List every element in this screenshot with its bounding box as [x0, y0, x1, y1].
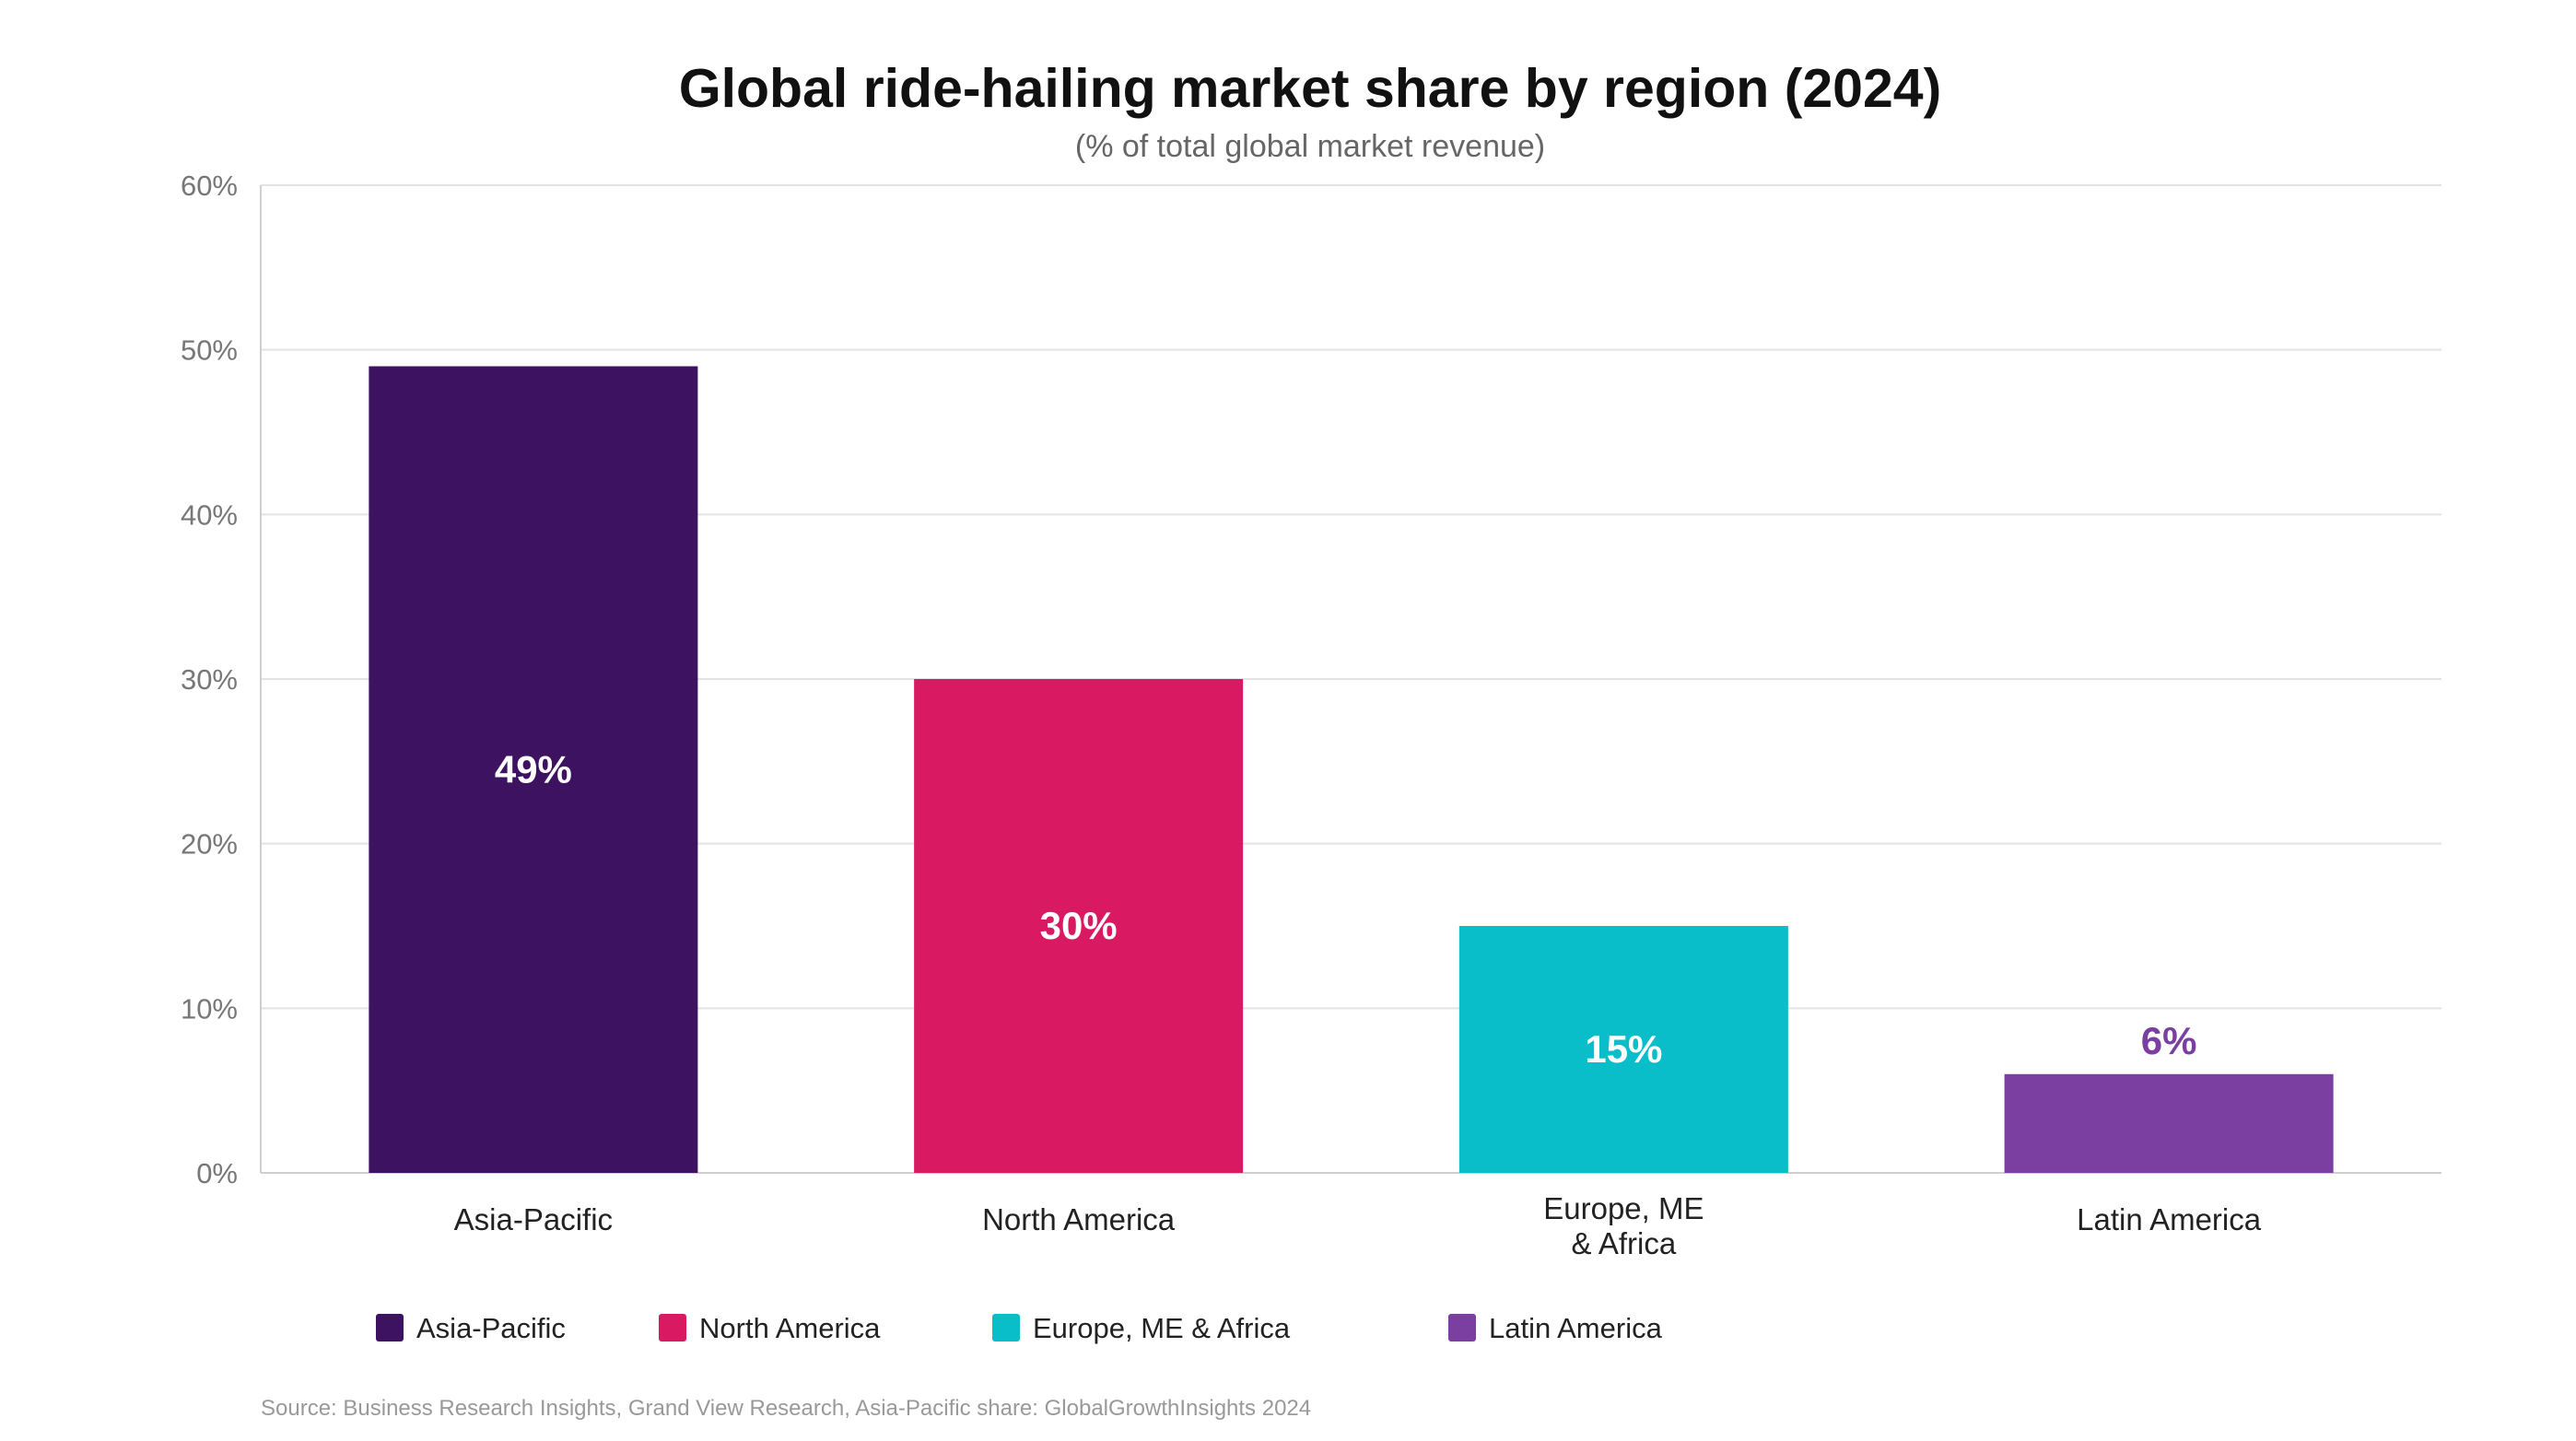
legend-item: Europe, ME & Africa: [992, 1312, 1291, 1344]
data-label: 15%: [1585, 1027, 1662, 1071]
y-tick-label: 20%: [181, 828, 238, 861]
bar: [2004, 1073, 2334, 1173]
legend-swatch: [659, 1314, 686, 1341]
legend-label: Asia-Pacific: [416, 1312, 566, 1344]
x-tick-label: & Africa: [1572, 1226, 1677, 1260]
legend-swatch: [376, 1314, 404, 1341]
y-tick-label: 10%: [181, 992, 238, 1025]
legend-swatch: [992, 1314, 1020, 1341]
legend-item: North America: [659, 1312, 881, 1344]
bar: [1458, 926, 1788, 1173]
y-tick-label: 60%: [181, 170, 238, 202]
y-tick-label: 50%: [181, 334, 238, 367]
x-tick-label: Europe, ME: [1543, 1191, 1704, 1225]
data-label: 49%: [495, 747, 572, 791]
legend-item: Asia-Pacific: [376, 1312, 566, 1344]
legend-swatch: [1448, 1314, 1476, 1341]
legend-label: North America: [699, 1312, 881, 1344]
bar: [914, 679, 1244, 1173]
y-tick-label: 0%: [196, 1157, 238, 1189]
legend-item: Latin America: [1448, 1312, 1663, 1344]
data-label: 6%: [2141, 1019, 2197, 1062]
legend-label: Europe, ME & Africa: [1033, 1312, 1291, 1344]
source-note: Source: Business Research Insights, Gran…: [261, 1396, 1311, 1421]
y-axis-ticks: 0% 10% 20% 30% 40% 50% 60%: [181, 170, 238, 1189]
chart-title: Global ride-hailing market share by regi…: [679, 58, 1942, 119]
data-labels: 49% 30% 15% 6%: [495, 747, 2197, 1071]
y-tick-label: 30%: [181, 663, 238, 696]
bars: [369, 366, 2334, 1173]
x-tick-label: North America: [982, 1202, 1176, 1236]
bar: [369, 366, 698, 1173]
y-tick-label: 40%: [181, 498, 238, 531]
x-tick-label: Latin America: [2077, 1202, 2262, 1236]
chart-subtitle: (% of total global market revenue): [1075, 129, 1545, 164]
data-label: 30%: [1040, 904, 1118, 947]
x-axis-categories: Asia-Pacific North America Europe, ME& Afr…: [454, 1191, 2262, 1260]
legend-label: Latin America: [1489, 1312, 1663, 1344]
legend: Asia-Pacific North America Europe, ME & Af…: [376, 1312, 1663, 1344]
x-tick-label: Asia-Pacific: [454, 1202, 613, 1236]
